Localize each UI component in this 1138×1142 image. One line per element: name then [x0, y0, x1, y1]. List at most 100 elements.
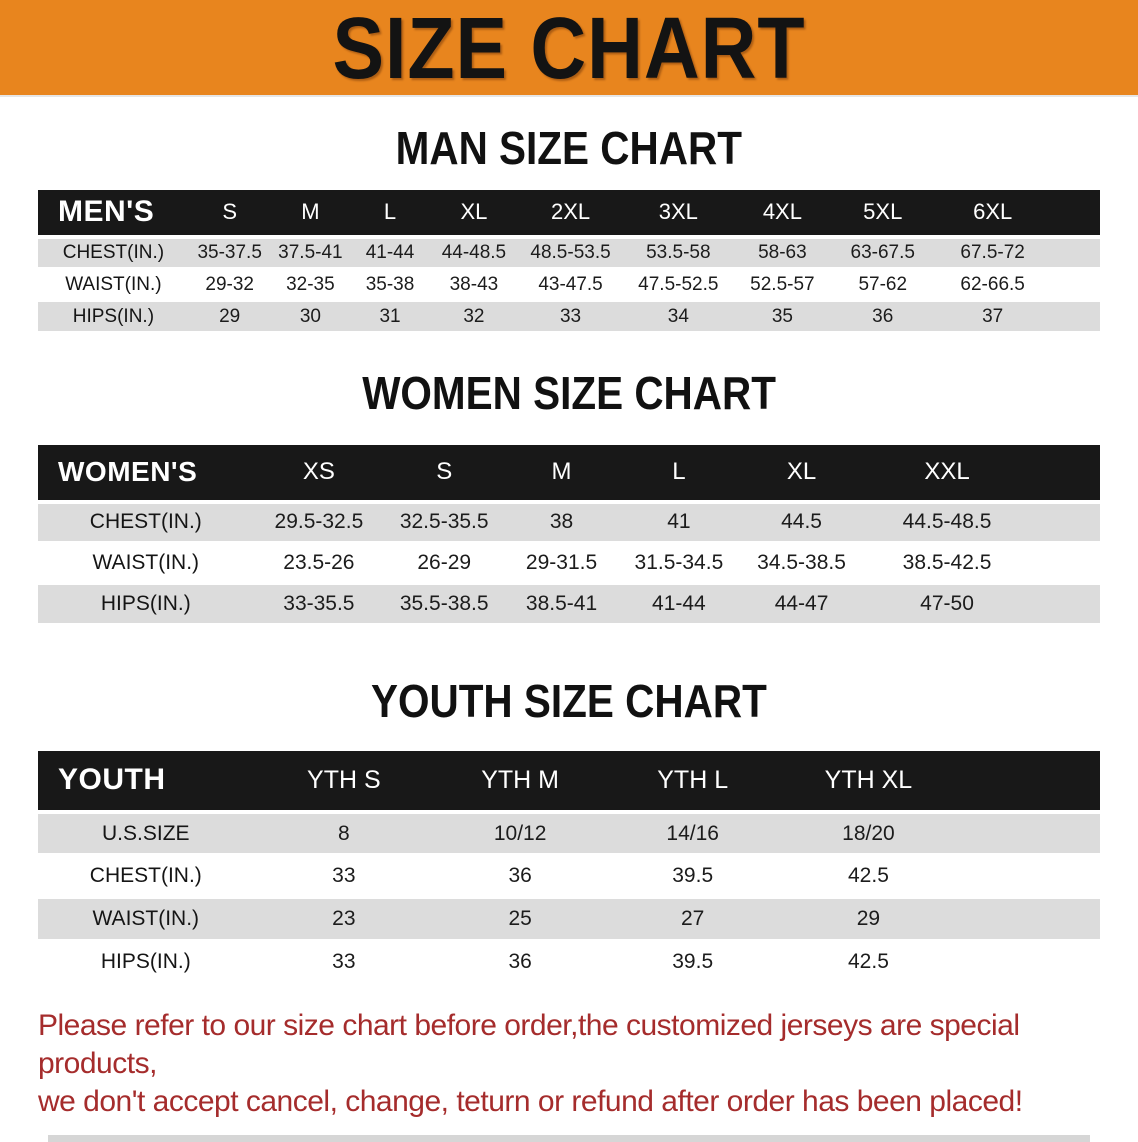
men-waist-row: WAIST(IN.) 29-32 32-35 35-38 38-43 43-47…: [38, 268, 1100, 303]
men-col-2xl: 2XL: [517, 189, 624, 239]
cell: 36: [434, 940, 607, 986]
youth-col-m: YTH M: [434, 750, 607, 814]
cell: 35-38: [350, 268, 430, 303]
men-section-heading: MAN SIZE CHART: [0, 123, 1138, 174]
row-label: WAIST(IN.): [38, 897, 254, 943]
disclaimer: Please refer to our size chart before or…: [38, 1007, 1100, 1121]
women-col-m: M: [504, 444, 619, 504]
disclaimer-line-1: Please refer to our size chart before or…: [38, 1009, 1020, 1081]
women-col-l: L: [618, 444, 739, 504]
cell-spacer: [1029, 583, 1100, 627]
cell: 33: [517, 300, 624, 335]
cell: 41: [618, 501, 739, 545]
cell: 33: [253, 854, 435, 900]
men-header-row: MEN'S S M L XL 2XL 3XL 4XL 5XL 6XL: [38, 189, 1100, 239]
youth-ussize-row: U.S.SIZE 8 10/12 14/16 18/20: [38, 811, 1100, 857]
cell: 35: [733, 300, 832, 335]
cell: 31.5-34.5: [618, 542, 739, 586]
cell: 42.5: [779, 940, 958, 986]
women-col-s: S: [384, 444, 505, 504]
women-waist-row: WAIST(IN.) 23.5-26 26-29 29-31.5 31.5-34…: [38, 542, 1100, 586]
cell: 67.5-72: [934, 236, 1052, 271]
women-header-spacer: [1029, 444, 1100, 504]
men-col-m: M: [270, 189, 351, 239]
men-col-s: S: [188, 189, 271, 239]
cell: 14/16: [606, 811, 780, 857]
row-label: HIPS(IN.): [38, 583, 254, 627]
cell: 36: [831, 300, 935, 335]
cell: 27: [606, 897, 780, 943]
cell: 30: [270, 300, 351, 335]
youth-size-table: YOUTH YTH S YTH M YTH L YTH XL U.S.SIZE …: [38, 750, 1100, 986]
cell: 33-35.5: [253, 583, 385, 627]
cell: 37.5-41: [270, 236, 351, 271]
cell-spacer: [957, 940, 1100, 986]
cell-spacer: [1029, 501, 1100, 545]
cell: 29-32: [188, 268, 271, 303]
men-size-table: MEN'S S M L XL 2XL 3XL 4XL 5XL 6XL CHEST…: [38, 189, 1100, 335]
youth-col-xl: YTH XL: [779, 750, 958, 814]
cell: 35.5-38.5: [384, 583, 505, 627]
women-header-label: WOMEN'S: [38, 444, 254, 504]
cell: 58-63: [733, 236, 832, 271]
row-label: WAIST(IN.): [38, 268, 189, 303]
cell: 43-47.5: [517, 268, 624, 303]
page-title: SIZE CHART: [332, 0, 806, 97]
cell: 48.5-53.5: [517, 236, 624, 271]
cell-spacer: [957, 854, 1100, 900]
cell-spacer: [1051, 300, 1100, 335]
men-hips-row: HIPS(IN.) 29 30 31 32 33 34 35 36 37: [38, 300, 1100, 335]
cell: 44.5-48.5: [864, 501, 1030, 545]
cell: 35-37.5: [188, 236, 271, 271]
bottom-divider: [48, 1135, 1090, 1142]
cell: 53.5-58: [623, 236, 734, 271]
row-label: CHEST(IN.): [38, 501, 254, 545]
women-col-xxl: XXL: [864, 444, 1030, 504]
cell: 23: [253, 897, 435, 943]
youth-section-heading: YOUTH SIZE CHART: [0, 676, 1138, 727]
row-label: CHEST(IN.): [38, 854, 254, 900]
youth-waist-row: WAIST(IN.) 23 25 27 29: [38, 897, 1100, 943]
cell-spacer: [1051, 236, 1100, 271]
cell: 44.5: [738, 501, 865, 545]
cell: 38.5-41: [504, 583, 619, 627]
cell: 44-48.5: [429, 236, 518, 271]
cell: 26-29: [384, 542, 505, 586]
women-hips-row: HIPS(IN.) 33-35.5 35.5-38.5 38.5-41 41-4…: [38, 583, 1100, 627]
disclaimer-line-2: we don't accept cancel, change, teturn o…: [38, 1085, 1023, 1119]
row-label: U.S.SIZE: [38, 811, 254, 857]
cell: 41-44: [350, 236, 430, 271]
men-col-3xl: 3XL: [623, 189, 734, 239]
cell: 47.5-52.5: [623, 268, 734, 303]
cell: 29: [188, 300, 271, 335]
cell: 62-66.5: [934, 268, 1052, 303]
cell: 47-50: [864, 583, 1030, 627]
youth-header-label: YOUTH: [38, 750, 254, 814]
youth-heading-text: YOUTH SIZE CHART: [371, 675, 767, 728]
women-heading-text: WOMEN SIZE CHART: [362, 367, 776, 420]
cell: 63-67.5: [831, 236, 935, 271]
men-col-4xl: 4XL: [733, 189, 832, 239]
men-table-wrap: MEN'S S M L XL 2XL 3XL 4XL 5XL 6XL CHEST…: [0, 189, 1138, 335]
men-header-spacer: [1051, 189, 1100, 239]
banner: SIZE CHART: [0, 0, 1138, 97]
cell: 34: [623, 300, 734, 335]
cell: 57-62: [831, 268, 935, 303]
cell: 44-47: [738, 583, 865, 627]
cell: 29: [779, 897, 958, 943]
women-col-xl: XL: [738, 444, 865, 504]
women-header-row: WOMEN'S XS S M L XL XXL: [38, 444, 1100, 504]
women-table-wrap: WOMEN'S XS S M L XL XXL CHEST(IN.) 29.5-…: [0, 444, 1138, 627]
cell: 38: [504, 501, 619, 545]
women-size-table: WOMEN'S XS S M L XL XXL CHEST(IN.) 29.5-…: [38, 444, 1100, 627]
cell: 8: [253, 811, 435, 857]
cell: 37: [934, 300, 1052, 335]
cell: 25: [434, 897, 607, 943]
cell: 52.5-57: [733, 268, 832, 303]
row-label: CHEST(IN.): [38, 236, 189, 271]
women-section-heading: WOMEN SIZE CHART: [0, 368, 1138, 419]
women-chest-row: CHEST(IN.) 29.5-32.5 32.5-35.5 38 41 44.…: [38, 501, 1100, 545]
cell: 32.5-35.5: [384, 501, 505, 545]
cell-spacer: [957, 897, 1100, 943]
